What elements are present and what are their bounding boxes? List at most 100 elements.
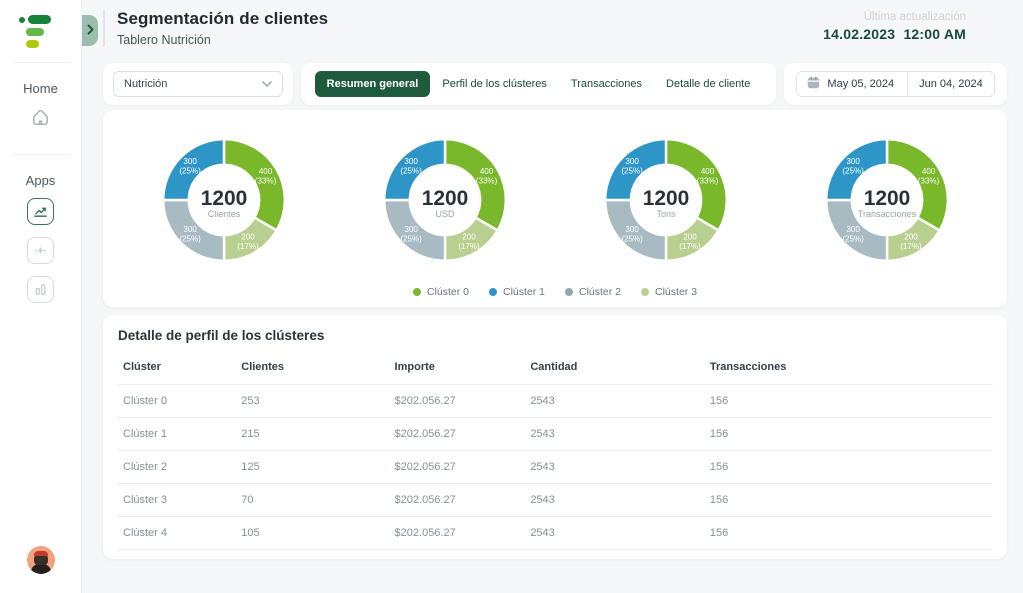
sidebar-divider bbox=[11, 62, 70, 63]
segment-value-label: 300 bbox=[404, 225, 418, 234]
donut-charts-card: 400 (33%) 200 (17%) 300 (25%) 300 (25%) 1200 Clie… bbox=[103, 110, 1007, 307]
sidebar-item-segmentation-app[interactable] bbox=[27, 198, 54, 225]
last-updated: Última actualización 14.02.2023 12:00 AM bbox=[823, 11, 966, 42]
table-cell: Clúster 1 bbox=[117, 417, 236, 451]
segment-value-label: 300 bbox=[404, 157, 418, 166]
table-cell: 215 bbox=[235, 417, 389, 451]
table-cell: Clúster 3 bbox=[117, 483, 236, 517]
segment-value-label: 200 bbox=[904, 233, 918, 242]
segment-pct-label: (25%) bbox=[179, 167, 201, 176]
table-cell: 2543 bbox=[524, 384, 704, 418]
donut-segment-cl-ster-1 bbox=[603, 137, 667, 202]
date-end-value: Jun 04, 2024 bbox=[919, 78, 983, 90]
donut-chart-usd: 400 (33%) 200 (17%) 300 (25%) 300 (25%) 1200 USD bbox=[365, 124, 525, 276]
app-logo-icon[interactable] bbox=[18, 14, 63, 52]
legend-item-cl-ster-0: Clúster 0 bbox=[412, 286, 469, 298]
segment-pct-label: (33%) bbox=[254, 177, 276, 186]
table-cell: 2543 bbox=[524, 516, 704, 550]
date-range-card: May 05, 2024 Jun 04, 2024 bbox=[784, 63, 1007, 105]
table-cell: $202.056.27 bbox=[388, 417, 525, 451]
segment-value-label: 300 bbox=[183, 225, 197, 234]
donut-segment-cl-ster-1 bbox=[824, 137, 888, 202]
table-cell: 156 bbox=[703, 516, 993, 550]
user-avatar[interactable] bbox=[27, 546, 55, 574]
last-updated-value: 14.02.2023 12:00 AM bbox=[823, 26, 966, 42]
tab-perfil-de-los-cl-steres[interactable]: Perfil de los clústeres bbox=[430, 71, 559, 97]
segment-value-label: 200 bbox=[683, 233, 697, 242]
table-cell: 105 bbox=[235, 516, 389, 550]
date-start-field[interactable]: May 05, 2024 bbox=[797, 72, 906, 96]
sidebar-apps-label: Apps bbox=[25, 173, 56, 188]
table-cell: 156 bbox=[703, 384, 993, 418]
table-title: Detalle de perfil de los clústeres bbox=[118, 328, 325, 343]
page-title: Segmentación de clientes bbox=[117, 9, 329, 28]
table-cell: $202.056.27 bbox=[388, 450, 525, 484]
donut-row: 400 (33%) 200 (17%) 300 (25%) 300 (25%) 1200 Clie… bbox=[113, 124, 997, 276]
table-cell: 156 bbox=[703, 483, 993, 517]
tabs: Resumen general Perfil de los clústeres Tr… bbox=[300, 63, 777, 105]
table-cell: 2543 bbox=[524, 417, 704, 451]
legend-item-cl-ster-2: Clúster 2 bbox=[565, 286, 621, 298]
donut-center-value: 1200 bbox=[200, 187, 246, 210]
legend-dot-icon bbox=[488, 288, 497, 296]
donut-center-label: Tons bbox=[656, 209, 676, 219]
segment-pct-label: (25%) bbox=[400, 167, 422, 176]
segment-pct-label: (33%) bbox=[475, 177, 497, 186]
sidebar-item-app-2[interactable] bbox=[27, 237, 54, 264]
legend-label: Clúster 1 bbox=[502, 286, 545, 298]
date-end-field[interactable]: Jun 04, 2024 bbox=[906, 72, 994, 96]
sidebar-item-home[interactable] bbox=[29, 106, 52, 132]
logo-dot bbox=[18, 17, 25, 23]
table-row-cl-ster-1: Clúster 1 215 $202.056.27 2543 156 bbox=[117, 417, 993, 451]
segment-value-label: 400 bbox=[479, 167, 493, 176]
chevron-down-icon bbox=[261, 78, 272, 90]
tab-detalle-de-cliente[interactable]: Detalle de cliente bbox=[654, 71, 762, 97]
column-header-cantidad: Cantidad bbox=[524, 352, 704, 385]
donut-segment-cl-ster-1 bbox=[161, 137, 225, 202]
donut-center-value: 1200 bbox=[421, 187, 467, 210]
sidebar-divider bbox=[11, 154, 70, 155]
segment-value-label: 200 bbox=[462, 233, 476, 242]
legend-label: Clúster 0 bbox=[426, 286, 469, 298]
segment-pct-label: (33%) bbox=[917, 177, 939, 186]
sidebar-expand-button[interactable] bbox=[82, 15, 98, 46]
donut-segment-cl-ster-0 bbox=[222, 137, 286, 232]
donut-chart-tons: 400 (33%) 200 (17%) 300 (25%) 300 (25%) 1200 Tons bbox=[586, 124, 746, 276]
table-cell: Clúster 0 bbox=[117, 384, 236, 418]
donut-segment-cl-ster-1 bbox=[382, 137, 446, 202]
column-header-cl-ster: Clúster bbox=[117, 352, 236, 385]
sidebar: Home Apps bbox=[0, 0, 82, 593]
dashboard-select[interactable]: Nutrición bbox=[113, 71, 283, 97]
table-cell: 2543 bbox=[524, 450, 704, 484]
legend-label: Clúster 3 bbox=[655, 286, 698, 298]
trend-chart-app-icon bbox=[27, 198, 54, 225]
table-row-cl-ster-3: Clúster 3 70 $202.056.27 2543 156 bbox=[117, 483, 993, 517]
segment-value-label: 200 bbox=[241, 233, 255, 242]
segment-pct-label: (17%) bbox=[679, 242, 701, 251]
table-row-cl-ster-2: Clúster 2 125 $202.056.27 2543 156 bbox=[117, 450, 993, 484]
legend-dot-icon bbox=[565, 288, 573, 296]
segment-value-label: 400 bbox=[258, 167, 272, 176]
tab-resumen-general[interactable]: Resumen general bbox=[314, 71, 431, 97]
legend-item-cl-ster-3: Clúster 3 bbox=[641, 286, 697, 298]
segment-pct-label: (25%) bbox=[842, 167, 864, 176]
table-cell: $202.056.27 bbox=[388, 384, 525, 418]
chevron-right-icon bbox=[86, 23, 95, 38]
legend-dot-icon bbox=[412, 288, 421, 296]
segment-pct-label: (25%) bbox=[621, 235, 643, 244]
sidebar-item-app-3[interactable] bbox=[27, 276, 54, 303]
logo-bar bbox=[27, 15, 51, 24]
column-header-clientes: Clientes bbox=[235, 352, 389, 385]
donut-center-label: Clientes bbox=[207, 209, 240, 219]
tab-transacciones[interactable]: Transacciones bbox=[559, 71, 654, 97]
segment-value-label: 400 bbox=[921, 167, 935, 176]
table-cell: $202.056.27 bbox=[388, 483, 525, 517]
table-cell: $202.056.27 bbox=[388, 516, 525, 550]
table-row-cl-ster-4: Clúster 4 105 $202.056.27 2543 156 bbox=[117, 516, 993, 550]
last-updated-label: Última actualización bbox=[863, 11, 966, 23]
donut-chart-transacciones: 400 (33%) 200 (17%) 300 (25%) 300 (25%) 1200 Tran… bbox=[807, 124, 967, 276]
segment-pct-label: (17%) bbox=[900, 242, 922, 251]
page-subtitle: Tablero Nutrición bbox=[117, 33, 211, 47]
calendar-icon bbox=[807, 76, 820, 92]
chart-legend: Clúster 0 Clúster 1 Clúster 2 Clúster 3 bbox=[103, 286, 1007, 298]
